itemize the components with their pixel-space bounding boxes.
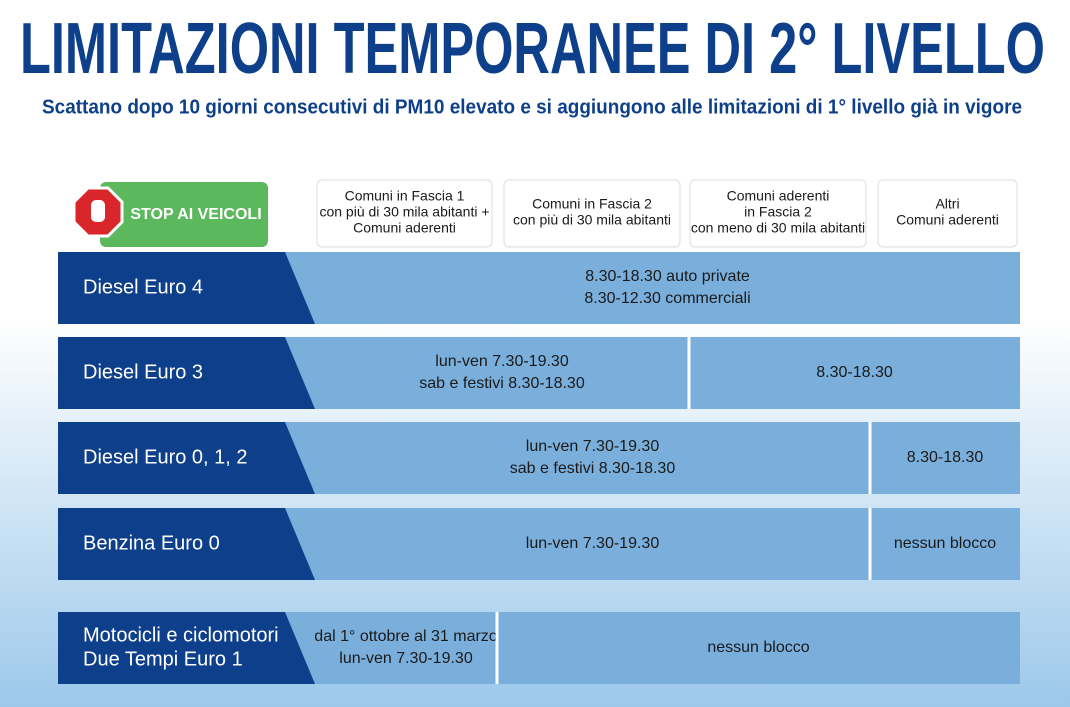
column-header: Comuni in Fascia 2 [532, 196, 652, 212]
title: LIMITAZIONI TEMPORANEE DI 2° LIVELLO [20, 9, 1045, 89]
cell-text: 8.30-18.30 [816, 364, 893, 381]
cell-text: dal 1° ottobre al 31 marzo [314, 628, 497, 645]
column-header: con meno di 30 mila abitanti [691, 220, 865, 236]
row-bg [285, 422, 1020, 494]
row-label: Diesel Euro 0, 1, 2 [83, 446, 248, 468]
column-header: con più di 30 mila abitanti [513, 212, 671, 228]
row-bg [285, 337, 1020, 409]
cell-text: lun-ven 7.30-19.30 [526, 535, 660, 552]
column-header: Comuni aderenti [353, 220, 456, 236]
cell-text: nessun blocco [894, 535, 996, 552]
subtitle: Scattano dopo 10 giorni consecutivi di P… [42, 96, 1022, 118]
cell-text: sab e festivi 8.30-18.30 [510, 460, 676, 477]
column-header: Comuni aderenti [896, 212, 999, 228]
badge-box [100, 182, 268, 247]
row-label: Motocicli e ciclomotori [83, 624, 279, 646]
cell-text: sab e festivi 8.30-18.30 [419, 375, 585, 392]
column-header-box [316, 179, 493, 248]
column-header: Altri [935, 196, 959, 212]
row-label: Due Tempi Euro 1 [83, 648, 243, 670]
row-label-bg [58, 508, 315, 580]
row-bg [285, 252, 1020, 324]
cell-text: 8.30-12.30 commerciali [584, 290, 750, 307]
badge-text: STOP AI VEICOLI [130, 206, 261, 223]
column-header: Comuni aderenti [727, 188, 830, 204]
row-label-bg [58, 337, 315, 409]
column-header: con più di 30 mila abitanti + [319, 204, 489, 220]
column-header-box [877, 179, 1018, 248]
hand-icon [91, 200, 105, 222]
row-label-bg [58, 252, 315, 324]
row-label: Diesel Euro 3 [83, 361, 203, 383]
cell-text: 8.30-18.30 auto private [585, 268, 750, 285]
column-header-box [689, 179, 867, 248]
cell-text: nessun blocco [707, 639, 809, 656]
row-label: Benzina Euro 0 [83, 532, 220, 554]
row-bg [285, 612, 1020, 684]
cell-text: 8.30-18.30 [907, 449, 984, 466]
row-label: Diesel Euro 4 [83, 276, 203, 298]
row-bg [285, 508, 1020, 580]
row-label-bg [58, 612, 315, 684]
row-label-bg [58, 422, 315, 494]
column-header-box [503, 179, 681, 248]
column-header: Comuni in Fascia 1 [345, 188, 465, 204]
cell-text: lun-ven 7.30-19.30 [339, 650, 473, 667]
column-header: in Fascia 2 [744, 204, 812, 220]
cell-text: lun-ven 7.30-19.30 [526, 438, 660, 455]
cell-text: lun-ven 7.30-19.30 [435, 353, 569, 370]
